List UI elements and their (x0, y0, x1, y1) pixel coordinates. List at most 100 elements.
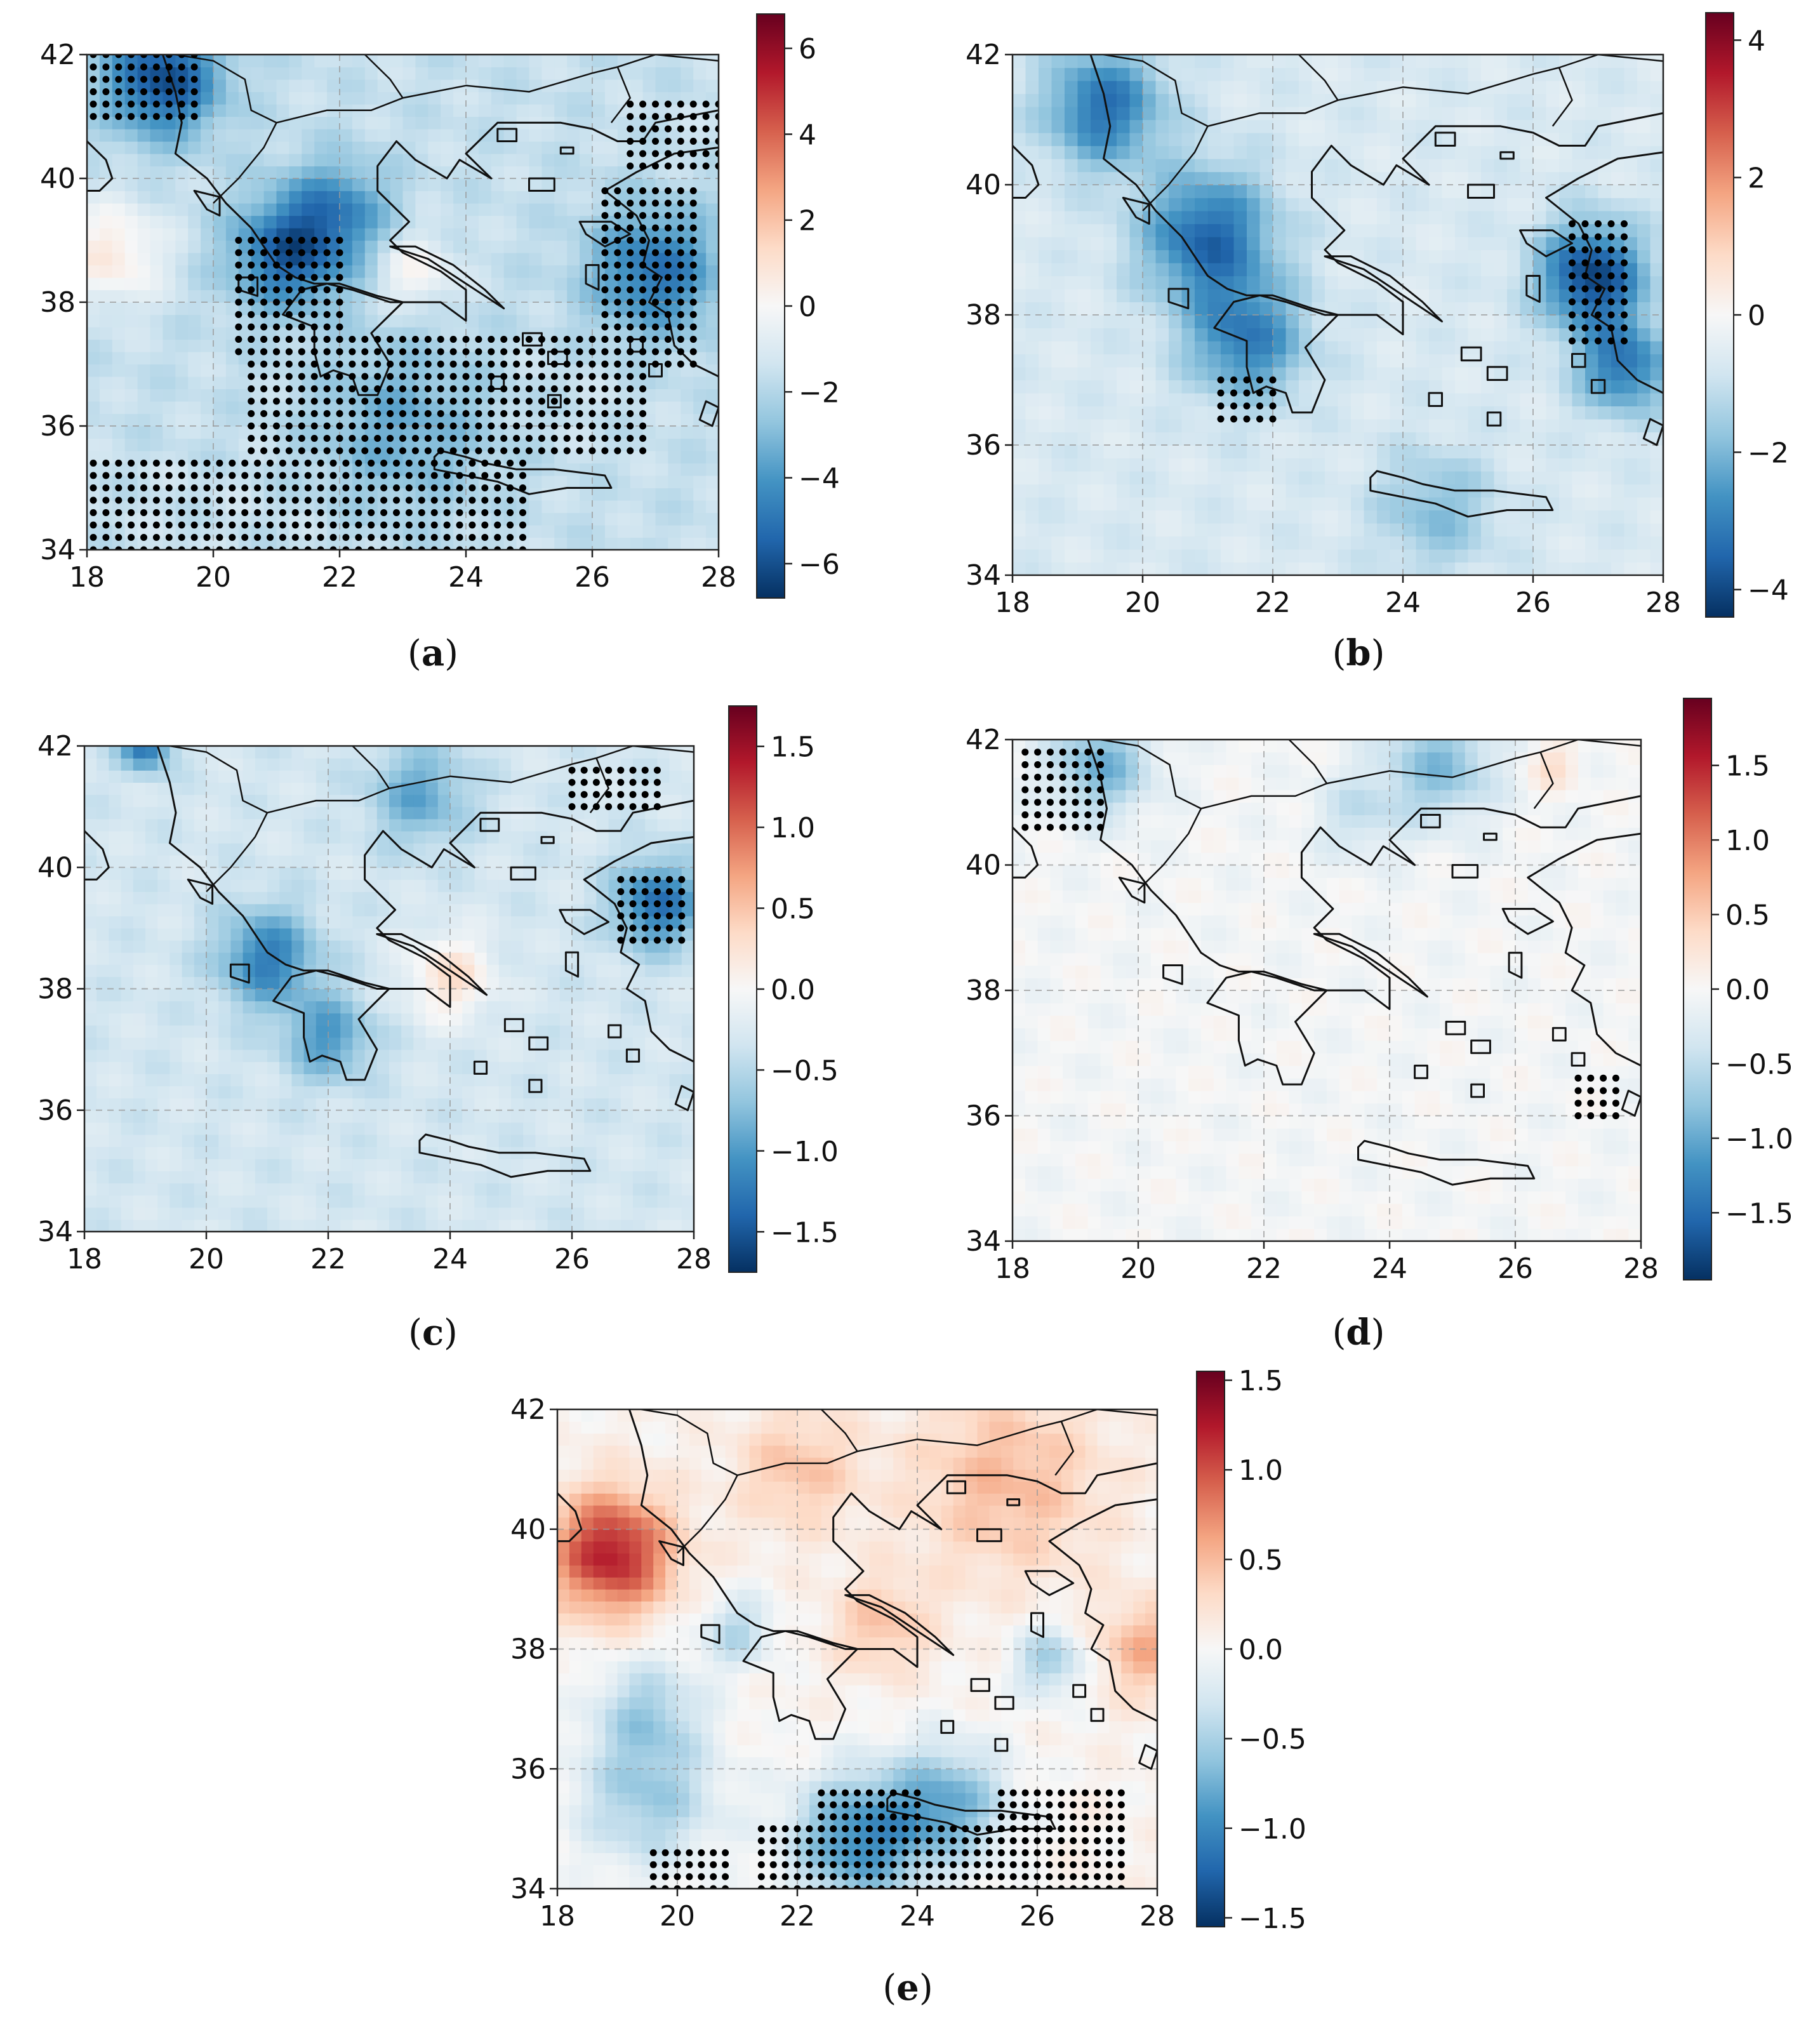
raster-cell (364, 500, 378, 514)
stipple-dot (216, 460, 223, 467)
raster-cell (188, 129, 201, 142)
raster-cell (1650, 133, 1663, 147)
raster-cell (137, 389, 151, 402)
raster-cell (1338, 276, 1352, 289)
raster-cell (225, 129, 239, 142)
raster-cell (327, 265, 340, 278)
raster-cell (302, 289, 315, 303)
raster-cell (1312, 484, 1325, 498)
raster-cell (478, 228, 492, 241)
raster-cell (1650, 562, 1663, 575)
raster-cell (251, 314, 265, 328)
raster-cell (188, 525, 201, 538)
raster-cell (238, 500, 252, 514)
raster-cell (1221, 223, 1235, 237)
raster-cell (225, 104, 239, 117)
raster-cell (1650, 159, 1663, 173)
raster-cell (1455, 536, 1469, 550)
raster-cell (201, 265, 214, 278)
raster-cell (1129, 107, 1143, 121)
raster-cell (314, 339, 328, 352)
raster-cell (263, 339, 277, 352)
raster-cell (1195, 328, 1209, 342)
raster-cell (1117, 549, 1131, 563)
raster-cell (1233, 171, 1247, 185)
raster-cell (251, 463, 265, 476)
stipple-dot (329, 546, 337, 550)
raster-cell (163, 512, 176, 526)
raster-cell (112, 488, 126, 501)
raster-cell (1312, 237, 1325, 251)
raster-cell (1481, 263, 1495, 277)
raster-cell (302, 476, 315, 489)
raster-cell (352, 302, 366, 316)
raster-cell (188, 253, 201, 266)
raster-cell (150, 116, 163, 130)
raster-cell (516, 451, 530, 464)
stipple-dot (513, 361, 521, 368)
raster-cell (1442, 549, 1456, 563)
raster-cell (693, 302, 707, 316)
raster-cell (1221, 419, 1235, 433)
stipple-dot (374, 397, 382, 405)
raster-cell (1233, 432, 1247, 446)
raster-cell (302, 389, 315, 402)
raster-cell (1351, 432, 1365, 446)
raster-cell (1077, 549, 1091, 563)
stipple-dot (128, 100, 135, 108)
raster-cell (1013, 471, 1026, 485)
raster-cell (402, 190, 416, 204)
raster-cell (188, 438, 201, 451)
stipple-dot (203, 472, 211, 479)
raster-cell (1364, 510, 1378, 524)
raster-cell (1390, 367, 1404, 381)
raster-cell (1273, 223, 1287, 237)
raster-cell (1325, 523, 1339, 537)
stipple-dot (115, 63, 123, 70)
stipple-dot (449, 410, 457, 417)
raster-cell (1351, 249, 1365, 263)
raster-cell (1442, 263, 1456, 277)
raster-cell (251, 339, 265, 352)
raster-cell (655, 240, 668, 253)
stipple-dot (279, 509, 286, 516)
raster-cell (1077, 458, 1091, 472)
raster-cell (1520, 171, 1534, 185)
raster-cell (516, 91, 530, 105)
raster-cell (302, 253, 315, 266)
raster-cell (1546, 354, 1560, 368)
raster-cell (617, 104, 631, 117)
raster-cell (99, 129, 113, 142)
stipple-dot (241, 534, 249, 541)
raster-cell (1013, 119, 1026, 133)
raster-cell (1559, 445, 1573, 459)
raster-cell (1559, 562, 1573, 575)
stipple-dot (298, 422, 305, 430)
raster-cell (1637, 523, 1651, 537)
raster-cell (1572, 249, 1586, 263)
raster-cell (655, 215, 668, 229)
raster-cell (541, 413, 555, 427)
raster-cell (1494, 432, 1508, 446)
raster-cell (1233, 354, 1247, 368)
raster-cell (1233, 562, 1247, 575)
raster-cell (263, 352, 277, 365)
raster-cell (289, 525, 302, 538)
raster-cell (415, 314, 428, 328)
raster-cell (1155, 341, 1169, 355)
raster-cell (1455, 159, 1469, 173)
raster-cell (1325, 81, 1339, 95)
raster-cell (1259, 302, 1273, 316)
raster-cell (592, 476, 606, 489)
stipple-dot (639, 237, 647, 244)
raster-cell (1559, 484, 1573, 498)
raster-cell (1611, 484, 1625, 498)
raster-cell (1416, 419, 1430, 433)
raster-cell (238, 67, 252, 80)
stipple-dot (115, 55, 123, 58)
raster-cell (655, 488, 668, 501)
raster-cell (1572, 145, 1586, 159)
raster-cell (604, 104, 618, 117)
raster-cell (1455, 419, 1469, 433)
raster-cell (1637, 471, 1651, 485)
